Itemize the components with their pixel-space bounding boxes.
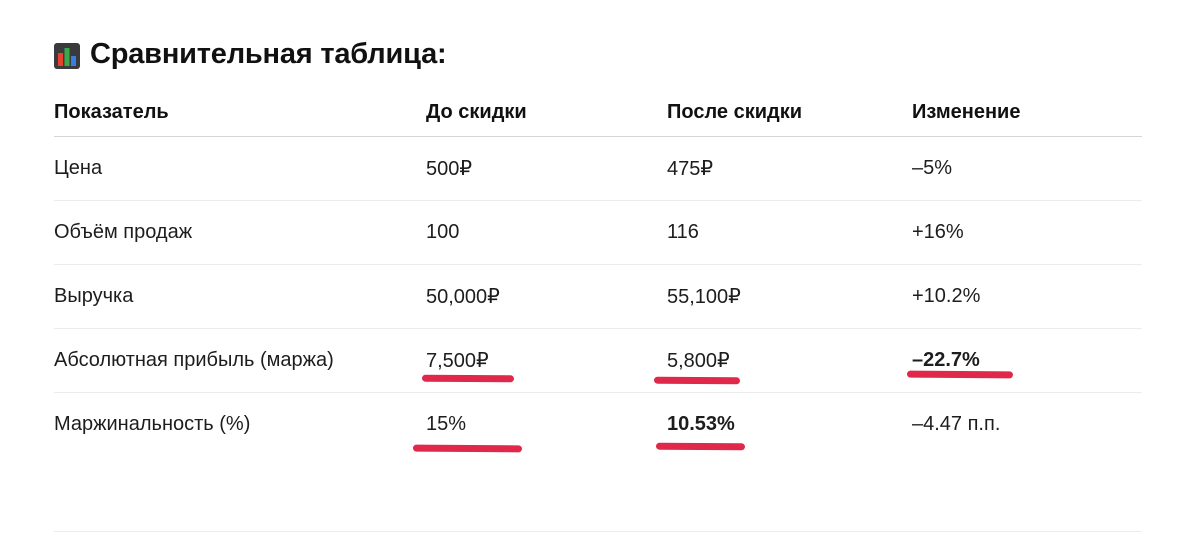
cell-change: +10.2%	[912, 264, 1142, 329]
cell-change: –4.47 п.п.	[912, 413, 1001, 435]
highlight-underline	[412, 444, 523, 453]
cell-before: 15%	[412, 393, 667, 457]
cell-after-value: 5,800₽	[667, 350, 730, 372]
header-before-discount: До скидки	[426, 88, 667, 137]
header-after-discount: После скидки	[667, 88, 912, 137]
table-row: Абсолютная прибыль (маржа) 7,500₽ 5,800₽…	[54, 328, 1142, 393]
cell-before: 500₽	[426, 136, 667, 201]
comparison-table: Показатель До скидки После скидки Измене…	[54, 88, 1142, 456]
table-row: Объём продаж 100 116 +16%	[54, 200, 1142, 265]
highlight-underline	[653, 376, 741, 385]
cell-after: 10.53%	[655, 393, 912, 457]
highlight-underline	[421, 374, 515, 383]
cell-before-value: 7,500₽	[426, 350, 489, 372]
cell-before: 100	[426, 200, 667, 265]
divider	[54, 531, 1142, 532]
cell-after: 475₽	[667, 136, 912, 201]
cell-before: 50,000₽	[426, 264, 667, 329]
cell-change-value: –22.7%	[912, 349, 980, 371]
table-row: Маржинальность (%) 15% 10.53% –4.47 п.п.	[54, 393, 1142, 457]
cell-after: 116	[667, 200, 912, 265]
bar-chart-icon	[54, 42, 80, 69]
highlight-underline	[655, 442, 746, 451]
cell-after-value: 10.53%	[667, 413, 735, 435]
cell-before-value: 15%	[426, 413, 467, 435]
page-title: Сравнительная таблица:	[54, 38, 447, 71]
cell-indicator: Абсолютная прибыль (маржа)	[54, 328, 426, 393]
cell-indicator: Цена	[54, 136, 426, 201]
cell-indicator: Маржинальность (%)	[54, 413, 251, 435]
header-change: Изменение	[912, 88, 1142, 137]
cell-indicator: Выручка	[54, 264, 426, 329]
cell-after: 5,800₽	[653, 328, 912, 393]
cell-indicator: Объём продаж	[54, 200, 426, 265]
cell-change: –22.7%	[906, 328, 1142, 393]
cell-change: –5%	[912, 136, 1142, 201]
cell-before: 7,500₽	[421, 328, 667, 393]
page-title-text: Сравнительная таблица:	[90, 38, 447, 70]
header-indicator: Показатель	[54, 88, 426, 137]
cell-change: +16%	[912, 200, 1142, 265]
table-row: Цена 500₽ 475₽ –5%	[54, 136, 1142, 201]
table-header-row: Показатель До скидки После скидки Измене…	[54, 88, 1142, 137]
highlight-underline	[906, 370, 1014, 379]
table-row: Выручка 50,000₽ 55,100₽ +10.2%	[54, 264, 1142, 329]
cell-after: 55,100₽	[667, 264, 912, 329]
